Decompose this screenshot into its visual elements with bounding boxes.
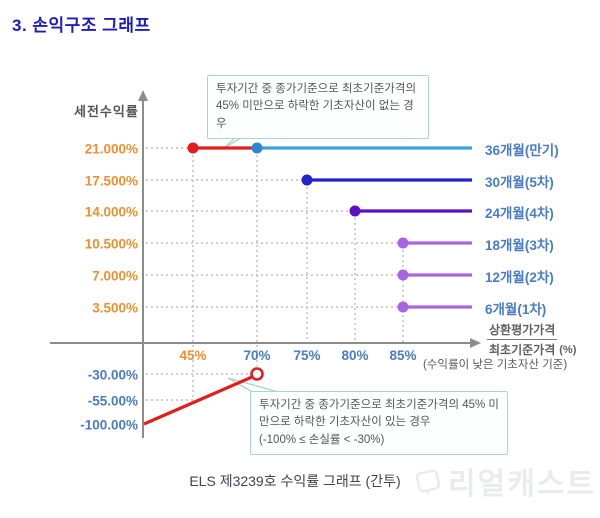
series-label-24m: 24개월(4차) xyxy=(485,206,554,221)
knockin-point xyxy=(187,142,199,154)
x-axis-title-unit: (%) xyxy=(559,344,577,356)
horizontal-gridlines xyxy=(146,147,398,401)
loss-open-point xyxy=(250,367,264,381)
x-tick-75: 75% xyxy=(293,348,321,363)
series-dot-30m xyxy=(301,174,313,186)
y-tick-neg-100: -100.00% xyxy=(80,417,138,433)
annotation-knockin: 투자기간 중 종가기준으로 최초기준가격의 45% 미만으로 하락한 기초자산이… xyxy=(250,391,508,455)
series-dot-12m xyxy=(397,269,409,281)
annotation-no-knockin: 투자기간 중 종가기준으로 최초기준가격의 45% 미만으로 하락한 기초자산이… xyxy=(207,75,429,139)
vertical-gridlines xyxy=(192,155,404,401)
y-tick-neg-55: -55.00% xyxy=(87,393,138,409)
annotation-knockin-text: 투자기간 중 종가기준으로 최초기준가격의 45% 미만으로 하락한 기초자산이… xyxy=(259,399,500,429)
series-label-18m: 18개월(3차) xyxy=(485,238,554,253)
x-axis-arrow-icon xyxy=(470,338,481,348)
watermark-logo-icon xyxy=(415,469,441,496)
x-axis-title: 상환평가가격 최초기준가격 (%) xyxy=(487,321,576,358)
x-axis-title-numerator: 상환평가가격 xyxy=(487,321,558,340)
annotation-knockin-condition: (-100% ≤ 손실률 < -30%) xyxy=(259,433,385,446)
page-title: 3. 손익구조 그래프 xyxy=(12,16,151,35)
y-tick-17-5: 17.500% xyxy=(84,173,138,189)
y-tick-3-5: 3.500% xyxy=(92,300,138,316)
series-label-12m: 12개월(2차) xyxy=(485,270,554,285)
y-tick-21: 21.000% xyxy=(84,141,138,157)
series-dot-6m xyxy=(397,301,409,313)
series-label-36m: 36개월(만기) xyxy=(485,143,559,158)
x-axis-title-denominator: 최초기준가격 xyxy=(489,343,556,357)
x-tick-70: 70% xyxy=(243,348,271,363)
watermark: 리얼캐스트 xyxy=(413,459,596,503)
series-label-6m: 6개월(1차) xyxy=(485,302,547,317)
series-dot-24m xyxy=(349,205,361,217)
x-tick-80: 80% xyxy=(341,348,369,363)
y-tick-7: 7.000% xyxy=(92,268,138,284)
y-tick-14: 14.000% xyxy=(84,204,138,220)
x-axis-note: (수익률이 낮은 기초자산 기준) xyxy=(423,359,568,371)
chart-caption: ELS 제3239호 수익률 그래프 (간투) xyxy=(189,473,401,489)
y-axis-title: 세전수익률 xyxy=(74,104,139,119)
y-tick-10-5: 10.500% xyxy=(84,236,138,252)
loss-line xyxy=(143,375,253,426)
y-axis-arrow-icon xyxy=(138,90,148,101)
x-tick-85: 85% xyxy=(389,348,417,363)
series-dot-18m xyxy=(397,237,409,249)
series-dot-36m xyxy=(251,142,263,154)
x-tick-45: 45% xyxy=(179,348,207,363)
series-label-30m: 30개월(5차) xyxy=(485,175,554,190)
annotation-no-knockin-text: 투자기간 중 종가기준으로 최초기준가격의 45% 미만으로 하락한 기초자산이… xyxy=(216,83,417,130)
watermark-text: 리얼캐스트 xyxy=(448,468,596,501)
y-tick-neg-30: -30.00% xyxy=(87,367,138,383)
